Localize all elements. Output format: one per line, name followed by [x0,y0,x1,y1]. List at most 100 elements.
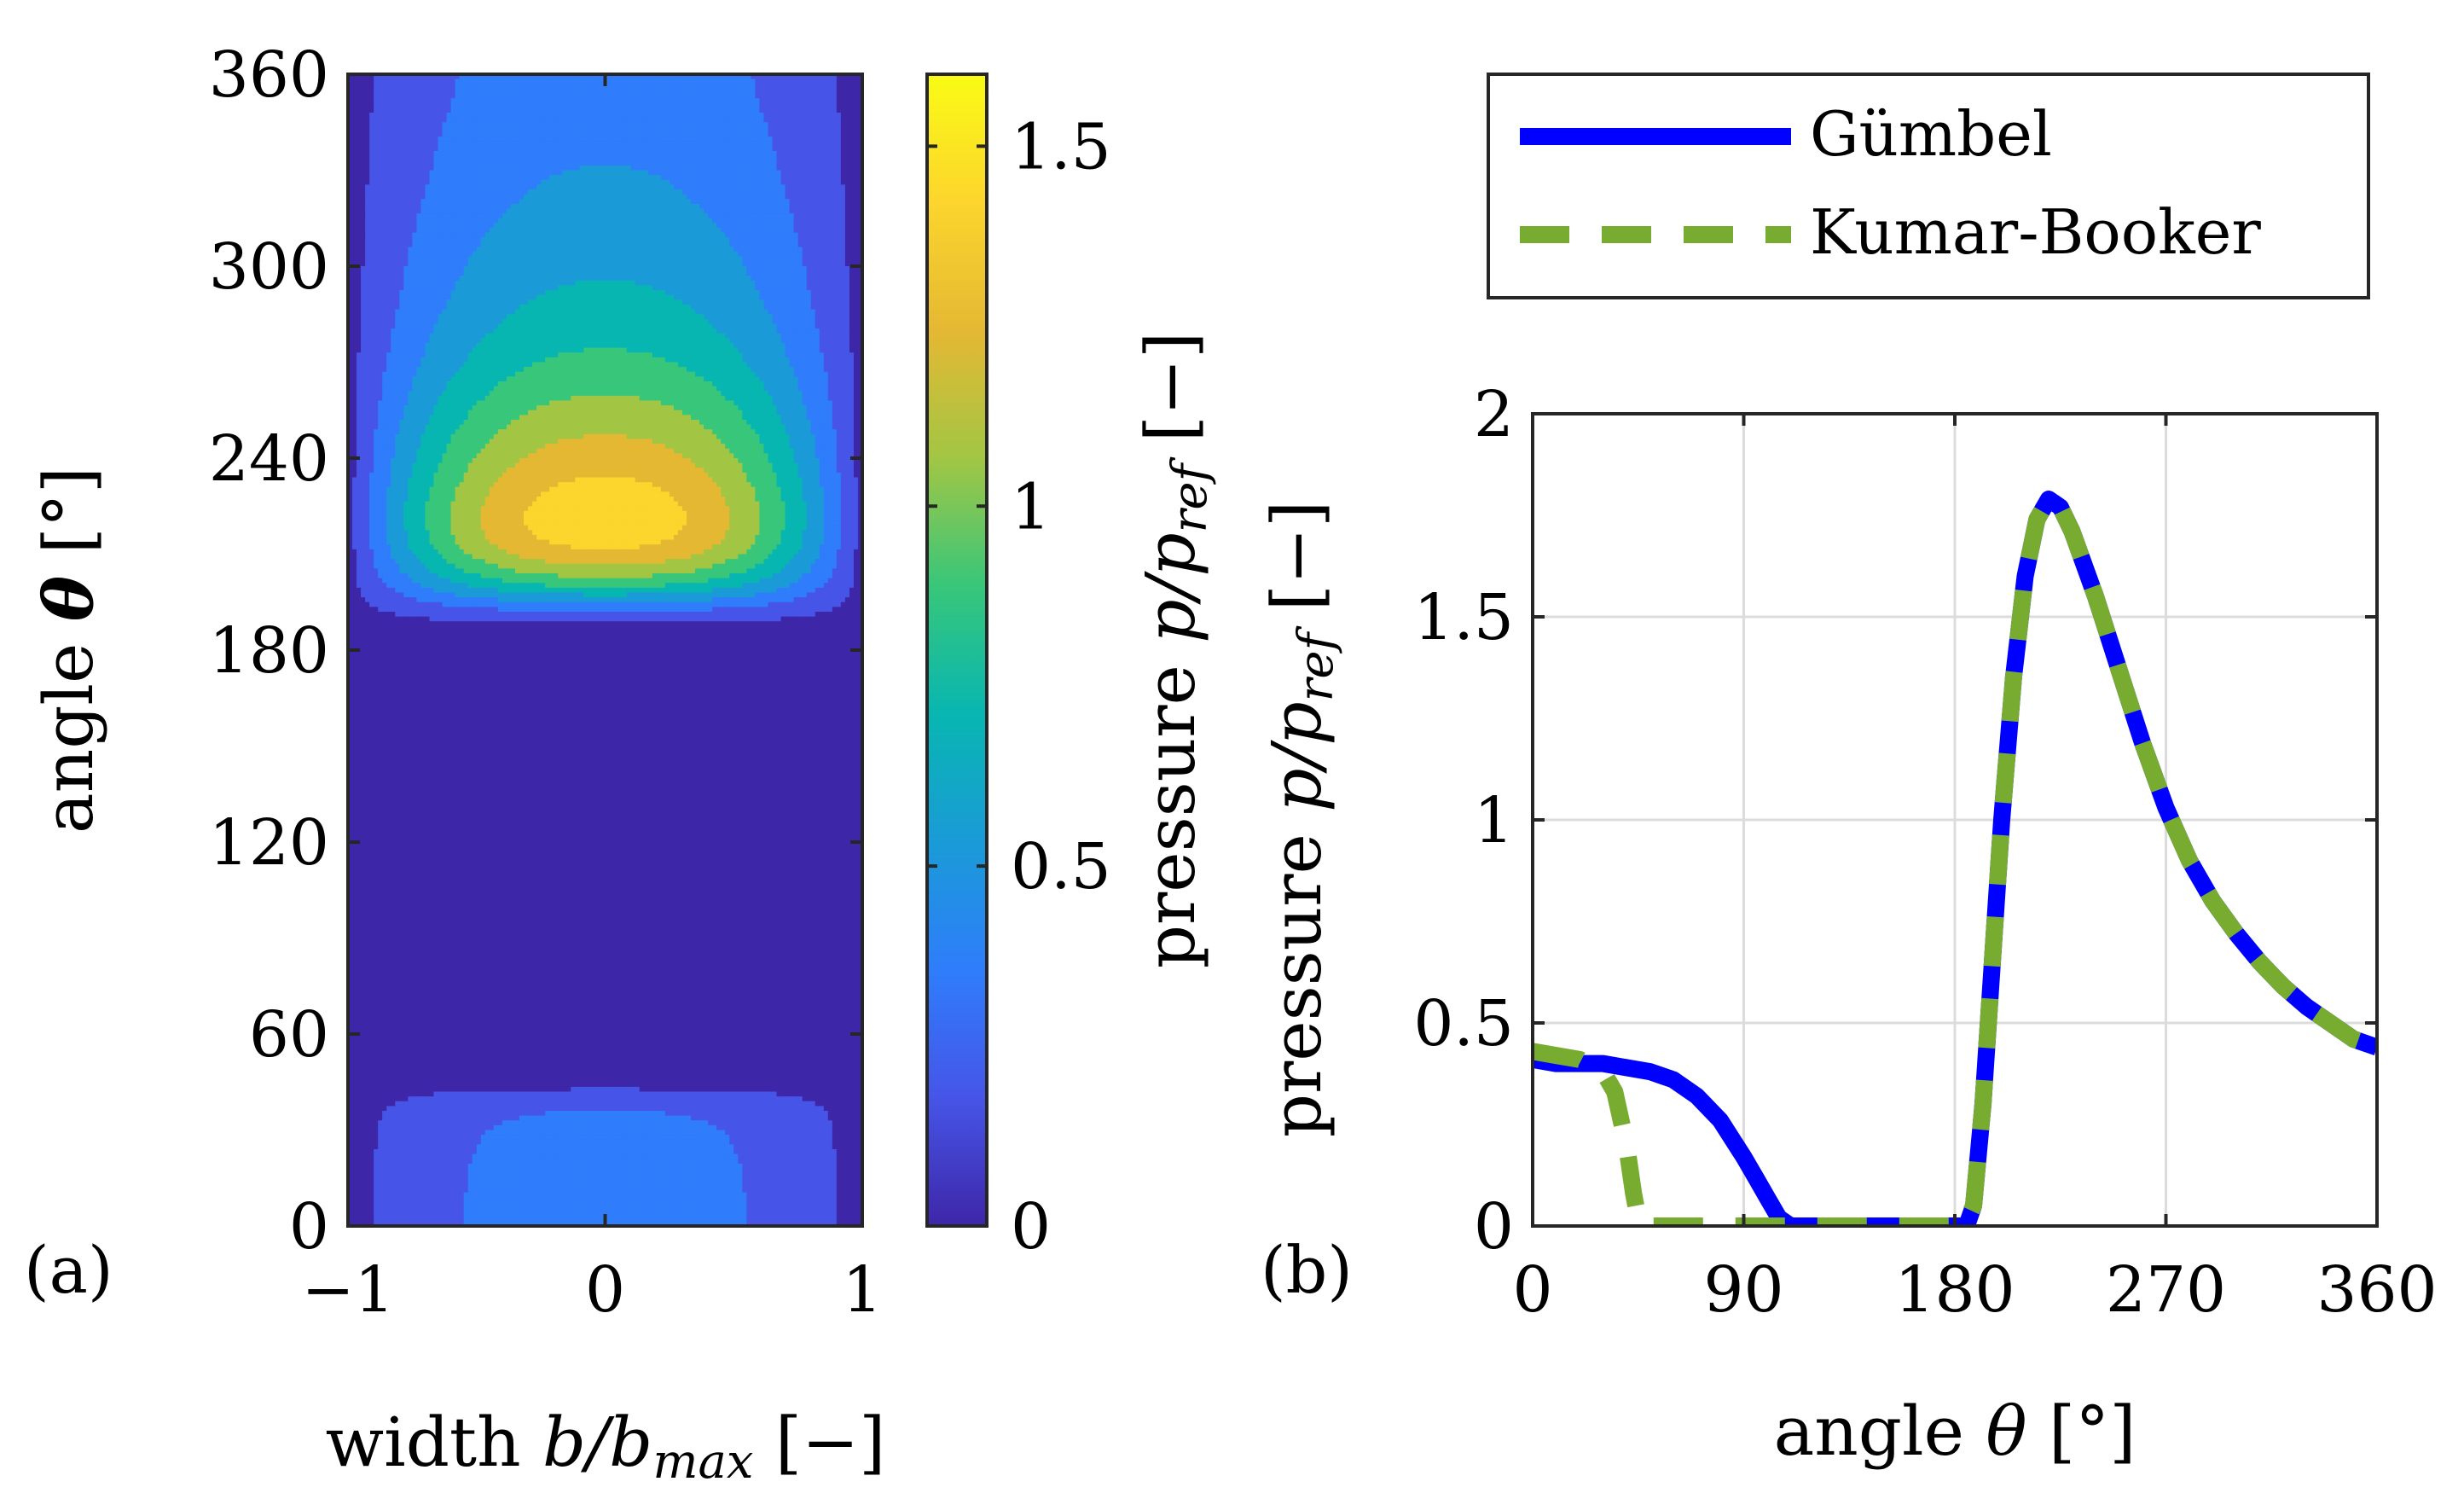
contour-cell [502,142,507,147]
contour-cell [781,137,786,142]
contour-cell [746,113,751,118]
contour-cell [464,218,469,224]
contour-cell [420,184,426,189]
contour-cell [541,218,546,224]
contour-cell [832,98,838,103]
contour-cell [365,184,370,189]
contour-cell [854,180,859,185]
contour-cell [403,79,409,84]
contour-cell [742,127,747,132]
contour-cell [541,189,546,195]
contour-cell [811,156,816,161]
contour-cell [524,160,529,166]
contour-cell [742,113,747,118]
contour-cell [596,184,601,189]
contour-cell [592,127,597,132]
contour-cell [777,184,782,189]
contour-cell [712,204,717,209]
contour-cell [691,166,696,171]
contour-cell [395,195,400,200]
contour-cell [618,228,623,233]
contour-cell [494,171,499,176]
contour-cell [447,156,452,161]
contour-cell [455,184,461,189]
contour-cell [464,195,469,200]
contour-cell [790,142,795,147]
contour-cell [583,195,588,200]
contour-cell [357,84,362,89]
contour-cell [790,166,795,171]
contour-cell [716,195,722,200]
contour-cell [657,223,662,228]
contour-cell [618,189,623,195]
contour-cell [742,146,747,151]
contour-cell [498,156,503,161]
contour-cell [352,218,357,224]
contour-cell [849,127,855,132]
contour-cell [468,204,473,209]
contour-cell [502,137,507,142]
contour-cell [507,94,512,99]
contour-cell [575,166,580,171]
contour-cell [738,189,743,195]
contour-cell [519,94,525,99]
contour-cell [515,209,520,214]
contour-cell [640,233,645,238]
contour-cell [652,171,658,176]
contour-cell [837,199,842,204]
contour-cell [627,142,632,147]
contour-cell [610,127,615,132]
contour-cell [631,218,636,224]
contour-cell [828,94,833,99]
contour-cell [635,127,641,132]
contour-cell [434,107,439,113]
contour-cell [824,195,829,200]
contour-cell [721,166,726,171]
contour-cell [600,218,606,224]
contour-cell [369,213,374,218]
contour-cell [498,233,503,238]
contour-cell [524,233,529,238]
contour-cell [429,218,434,224]
contour-cell [704,180,709,185]
contour-cell [464,127,469,132]
contour-cell [627,107,632,113]
contour-cell [772,209,777,214]
contour-cell [828,103,833,108]
contour-cell [395,98,400,103]
contour-cell [386,107,391,113]
contour-cell [610,151,615,156]
contour-cell [682,107,687,113]
contour-cell [403,89,409,94]
contour-cell [519,204,525,209]
contour-cell [606,184,611,189]
contour-cell [691,122,696,127]
contour-cell [532,180,537,185]
contour-cell [691,79,696,84]
contour-cell [742,209,747,214]
contour-cell [374,204,379,209]
contour-cell [670,171,675,176]
contour-cell [682,228,687,233]
contour-cell [447,127,452,132]
contour-cell [678,103,683,108]
contour-cell [790,79,795,84]
contour-cell [623,189,628,195]
contour-cell [571,142,576,147]
contour-cell [746,209,751,214]
contour-cell [811,218,816,224]
contour-cell [490,189,495,195]
contour-cell [575,107,580,113]
contour-cell [481,151,486,156]
contour-cell [635,228,641,233]
contour-cell [477,89,482,94]
contour-cell [481,84,486,89]
contour-cell [832,189,838,195]
contour-cell [824,79,829,84]
contour-cell [670,146,675,151]
contour-cell [536,94,542,99]
contour-cell [781,199,786,204]
contour-cell [425,113,430,118]
contour-cell [777,127,782,132]
contour-cell [558,151,563,156]
